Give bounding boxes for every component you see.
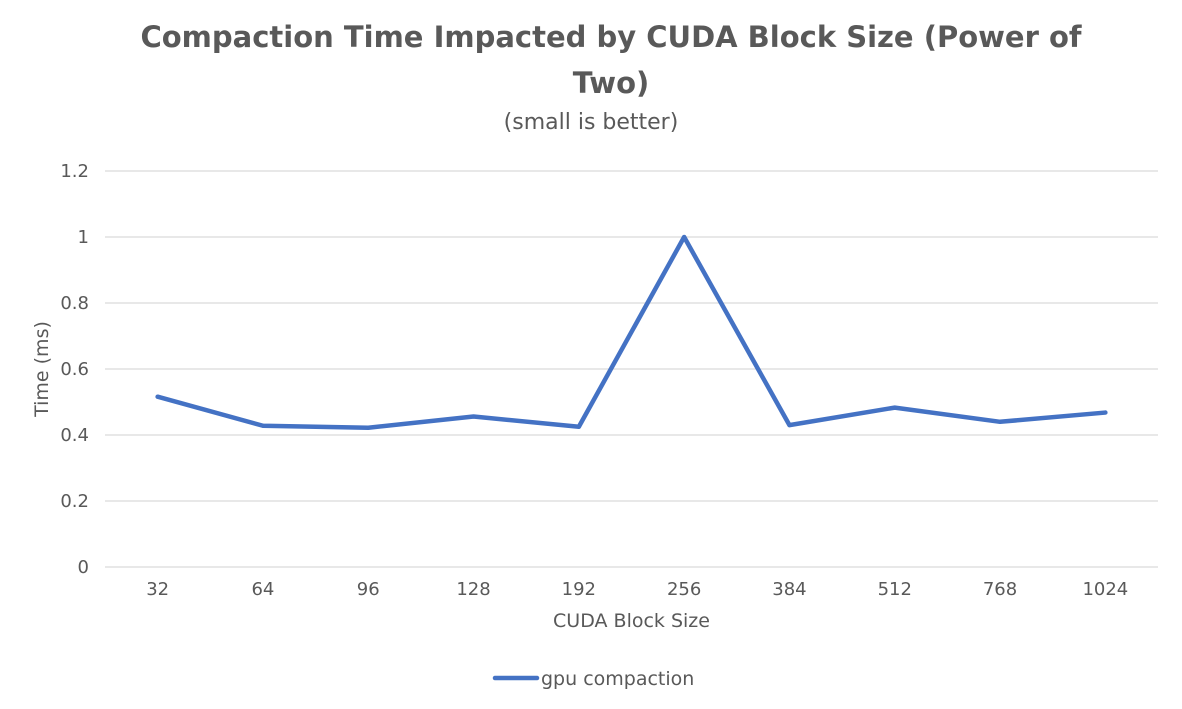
x-tick-label: 64: [251, 579, 274, 600]
x-tick-label: 512: [878, 579, 912, 600]
x-tick-label: 192: [562, 579, 596, 600]
data-point: [576, 424, 581, 429]
y-tick-label: 0.2: [60, 491, 89, 512]
x-tick-label: 256: [667, 579, 701, 600]
data-point: [471, 414, 476, 419]
data-point: [787, 423, 792, 428]
data-point: [892, 405, 897, 410]
series-line-0: [155, 234, 1108, 430]
x-tick-label: 768: [983, 579, 1017, 600]
y-tick-label: 0.6: [60, 359, 89, 380]
x-tick-label: 32: [146, 579, 169, 600]
legend-label: gpu compaction: [541, 668, 694, 690]
y-tick-label: 0.8: [60, 293, 89, 314]
chart-title: Compaction Time Impacted by CUDA Block S…: [140, 20, 1082, 100]
chart-subtitle: (small is better): [503, 110, 679, 135]
x-tick-label: 128: [456, 579, 490, 600]
y-tick-label: 0.4: [60, 425, 89, 446]
data-point: [366, 425, 371, 430]
data-point: [155, 394, 160, 399]
data-point: [682, 235, 687, 239]
x-tick-label: 96: [357, 579, 380, 600]
x-axis-title: CUDA Block Size: [553, 610, 710, 632]
x-tick-label: 1024: [1082, 579, 1128, 600]
data-point: [1103, 410, 1108, 415]
y-axis-title: Time (ms): [31, 321, 53, 418]
data-point: [260, 423, 265, 428]
x-tick-label: 384: [772, 579, 806, 600]
data-point: [998, 419, 1003, 424]
y-tick-label: 1: [78, 227, 89, 248]
y-tick-label: 0: [78, 557, 89, 578]
y-tick-label: 1.2: [60, 161, 89, 182]
